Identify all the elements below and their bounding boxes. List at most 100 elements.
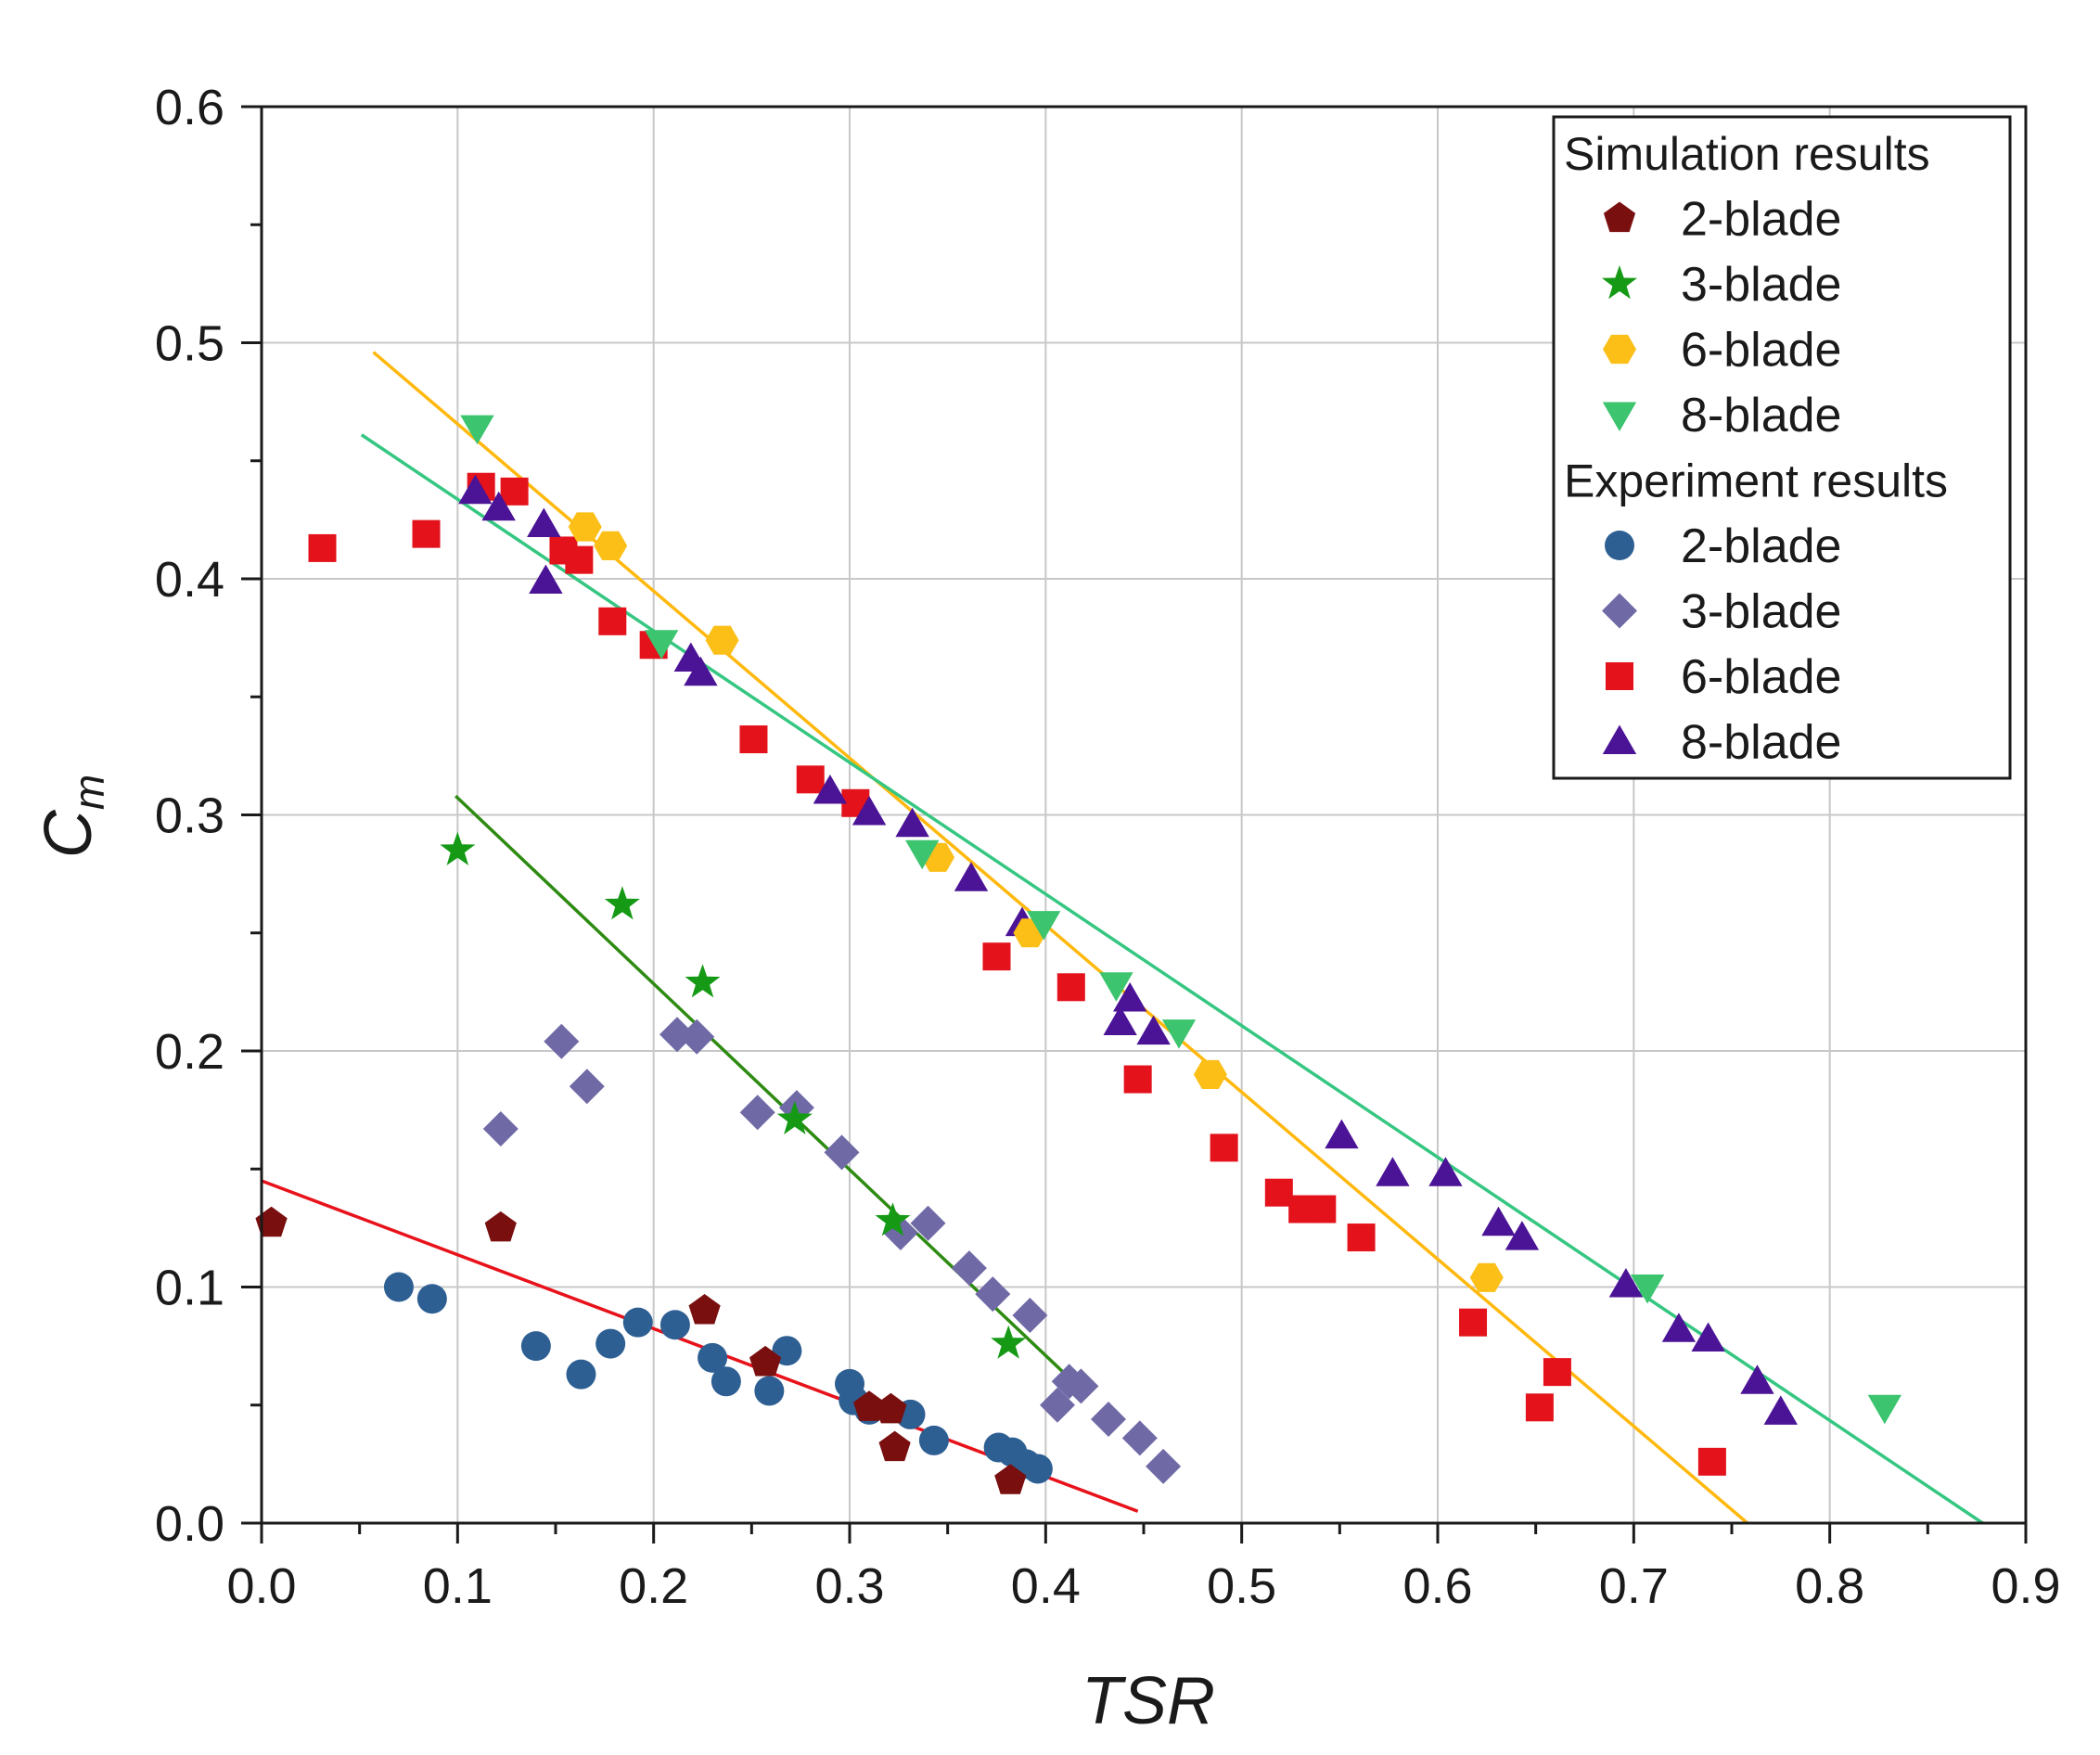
exp-8-point <box>895 807 929 838</box>
exp-8-point <box>1763 1395 1798 1425</box>
exp-2-point <box>416 1284 447 1314</box>
exp-2-point <box>520 1331 551 1362</box>
exp-2-point <box>383 1272 414 1302</box>
sim-8-point <box>905 839 940 870</box>
exp-8-point <box>458 474 493 505</box>
sim-2-point <box>853 1390 886 1421</box>
sim-2-point <box>688 1294 721 1325</box>
legend-label-sim-8: 8-blade <box>1681 389 1841 442</box>
exp-8-point <box>1376 1157 1410 1186</box>
exp-3-point <box>1012 1298 1048 1333</box>
sim-8-point <box>1867 1394 1902 1425</box>
sim-8-point <box>460 415 494 445</box>
exp-2-point <box>595 1328 626 1359</box>
sim-8-point <box>1630 1275 1665 1304</box>
sim-6-point <box>705 625 739 655</box>
legend-label-exp-2: 2-blade <box>1681 519 1841 573</box>
exp-8-point <box>1608 1268 1644 1298</box>
exp-8-point <box>813 775 848 804</box>
legend-marker-exp-6 <box>1606 662 1633 690</box>
x-tick-label: 0.3 <box>814 1558 884 1614</box>
exp-3-point <box>1091 1402 1126 1437</box>
sim-6-point <box>1193 1059 1227 1089</box>
exp-3-point <box>1040 1387 1075 1423</box>
y-tick-label: 0.0 <box>155 1496 224 1552</box>
exp-8-point <box>1325 1119 1359 1149</box>
x-tick-label: 0.4 <box>1011 1558 1081 1614</box>
sim-2-point <box>994 1464 1027 1494</box>
exp-6-point <box>1347 1223 1376 1252</box>
exp-2-point <box>566 1359 596 1390</box>
x-tick-label: 0.8 <box>1795 1558 1864 1614</box>
exp-8-point <box>1103 1006 1137 1035</box>
x-tick-label: 0.2 <box>619 1558 688 1614</box>
tick-labels: 0.0 0.1 0.2 0.3 0.4 0.5 0.6 0.7 0.8 0.9 0.0 0.1 0.2 0… <box>155 80 2061 1614</box>
legend: Simulation results 2-blade 3-blade 6-blade 8… <box>1552 115 2012 780</box>
legend-label-sim-3: 3-blade <box>1681 258 1841 312</box>
exp-6-point <box>982 942 1011 971</box>
exp-2-point <box>622 1307 653 1338</box>
exp-8-point <box>852 796 887 826</box>
exp-6-point <box>500 477 529 506</box>
exp-6-point <box>796 765 825 794</box>
legend-label-sim-6: 6-blade <box>1681 324 1841 378</box>
sim-6-point <box>594 531 628 560</box>
exp-3-point <box>739 1095 775 1131</box>
legend-marker-exp-3 <box>1602 593 1637 629</box>
legend-marker-sim-6 <box>1603 334 1636 365</box>
legend-marker-exp-8 <box>1602 724 1637 754</box>
sim-2-point <box>875 1392 907 1424</box>
sim-3-point <box>685 964 721 998</box>
data-points <box>255 415 1902 1494</box>
sim-3-point <box>440 831 476 865</box>
exp-3-point <box>544 1023 580 1059</box>
y-tick-label: 0.5 <box>155 316 224 372</box>
sim-8-point <box>1027 911 1061 941</box>
exp-8-point <box>684 656 718 686</box>
exp-6-point <box>1210 1134 1238 1162</box>
legend-group-title: Simulation results <box>1564 128 1930 180</box>
x-tick-label: 0.9 <box>1991 1558 2060 1614</box>
exp-3-point <box>1121 1420 1158 1456</box>
exp-2-point <box>698 1342 728 1373</box>
y-tick-label: 0.3 <box>155 788 224 844</box>
exp-6-point <box>598 607 627 635</box>
y-tick-label: 0.1 <box>155 1261 224 1316</box>
exp-8-point <box>1481 1206 1516 1236</box>
exp-3-point <box>824 1134 860 1171</box>
exp-6-point <box>1543 1358 1571 1387</box>
exp-6-point <box>1123 1065 1152 1094</box>
y-tick-label: 0.6 <box>155 80 224 135</box>
exp-8-point <box>1136 1015 1171 1045</box>
sim-8-point <box>1099 972 1133 1002</box>
exp-8-point <box>481 491 516 521</box>
sim-2-point <box>484 1211 517 1242</box>
sim-8-point <box>1161 1019 1197 1049</box>
exp-6-point <box>739 725 768 754</box>
axis-ticks <box>241 105 2028 1544</box>
exp-6-point <box>308 533 337 562</box>
exp-6-point <box>565 545 594 574</box>
sim-6-point <box>1469 1262 1504 1292</box>
exp-2-point <box>659 1310 690 1340</box>
sim-6-point <box>568 512 602 542</box>
exp-3-point <box>1146 1448 1182 1484</box>
legend-marker-sim-8 <box>1602 402 1637 431</box>
exp-6-point <box>412 519 441 548</box>
sim-2-point <box>255 1206 288 1237</box>
exp-8-point <box>1661 1313 1697 1342</box>
exp-6-point <box>1308 1195 1337 1223</box>
y-axis-title: Cm <box>32 775 113 858</box>
sim-3-point <box>991 1325 1027 1359</box>
exp-3-point <box>679 1018 715 1055</box>
svg-text:Cm: Cm <box>32 775 113 858</box>
exp-6-point <box>1525 1393 1554 1422</box>
legend-label-exp-3: 3-blade <box>1681 585 1841 639</box>
y-tick-label: 0.2 <box>155 1024 224 1080</box>
legend-marker-sim-2 <box>1603 201 1636 233</box>
exp-8-point <box>1691 1322 1725 1351</box>
legend-group-title: Experiment results <box>1564 455 1948 507</box>
exp-2-point <box>711 1366 741 1397</box>
exp-6-point <box>1264 1178 1293 1207</box>
